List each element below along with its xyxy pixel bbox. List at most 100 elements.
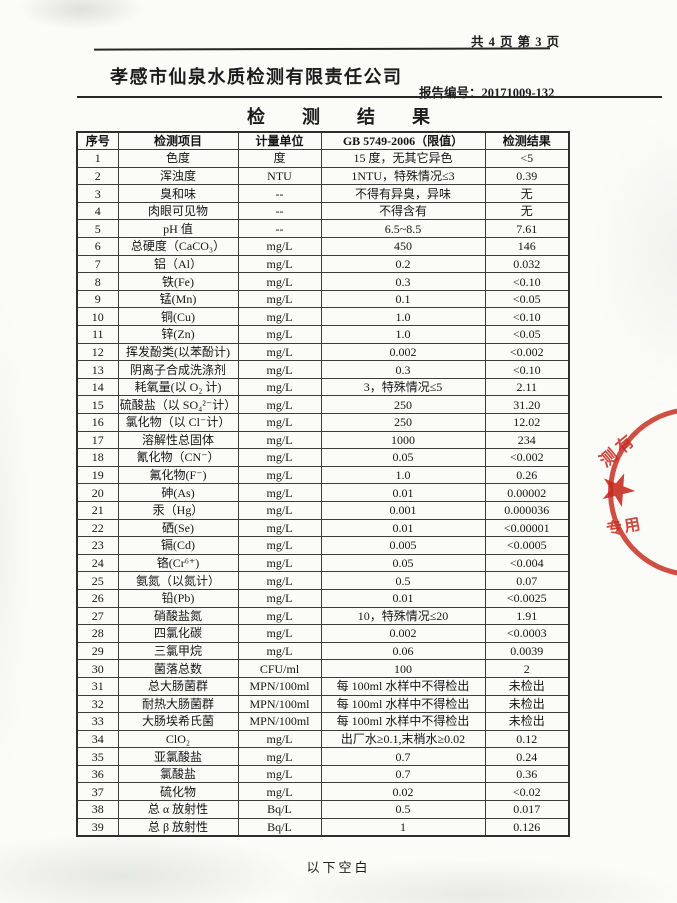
table-cell: 1 (76, 149, 119, 168)
table-cell: <0.0025 (484, 588, 570, 608)
table-cell: <0.10 (484, 272, 570, 291)
table-cell: 大肠埃希氏菌 (117, 712, 239, 731)
table-cell: mg/L (237, 465, 322, 485)
table-cell: mg/L (237, 307, 322, 327)
table-cell: -- (237, 219, 322, 239)
table-cell: 3，特殊情况≤5 (320, 377, 486, 397)
table-row: 12 挥发酚类(以苯酚计) mg/L 0.002 <0.002 (76, 342, 570, 362)
table-cell: 0.005 (320, 536, 486, 555)
table-cell: 总硬度（CaCO₃） (117, 237, 239, 256)
table-cell: 450 (320, 237, 486, 256)
table-cell: 度 (237, 149, 322, 168)
table-cell: 28 (76, 624, 119, 643)
table-cell: 250 (320, 395, 486, 414)
table-cell: 每 100ml 水样中不得检出 (320, 694, 486, 714)
table-cell: Bq/L (237, 817, 322, 837)
table-cell: 34 (76, 729, 119, 749)
table-cell: 0.24 (484, 747, 570, 766)
table-cell: 0.07 (484, 571, 570, 590)
table-row: 33 大肠埃希氏菌 MPN/100ml 每 100ml 水样中不得检出 未检出 (76, 712, 570, 731)
table-cell: 15 度，无其它异色 (320, 149, 486, 168)
table-cell: 肉眼可见物 (117, 201, 239, 221)
table-cell: 氯酸盐 (117, 764, 239, 784)
table-cell: 0.0039 (484, 641, 570, 661)
table-cell: 32 (76, 694, 119, 714)
table-cell: 不得含有 (320, 201, 486, 221)
table-cell: mg/L (237, 483, 322, 502)
table-cell: 0.000036 (484, 500, 570, 520)
table-row: 1 色度度 15 度，无其它异色 <5 (76, 149, 570, 168)
table-cell: 0.26 (484, 465, 570, 485)
table-cell: ClO₂ (117, 729, 239, 749)
table-cell: 39 (76, 817, 119, 837)
table-cell: mg/L (237, 377, 322, 397)
table-cell: 无 (484, 201, 570, 221)
table-row: 9 锰(Mn) mg/L 0.1 <0.05 (76, 289, 570, 309)
table-cell: 0.7 (320, 747, 486, 766)
table-cell: 0.002 (320, 624, 486, 643)
table-cell: 氰化物（CN⁻） (117, 448, 239, 467)
column-header: 检测项目 (117, 131, 239, 151)
table-row: 7 铝（Al） mg/L 0.2 0.032 (76, 254, 570, 274)
table-cell: <0.0005 (484, 536, 570, 555)
header-rule-mid (77, 96, 662, 98)
table-cell: 0.5 (320, 571, 486, 590)
table-cell: 三氯甲烷 (117, 641, 239, 661)
table-row: 16 氯化物（以 Cl⁻计） mg/L 250 12.02 (76, 413, 570, 432)
header-row: 序号 检测项目 计量单位 GB 5749-2006（限值） 检测结果 (76, 131, 570, 151)
column-header: GB 5749-2006（限值） (320, 131, 486, 151)
table-cell: 17 (76, 430, 119, 450)
table-cell: mg/L (237, 430, 322, 450)
table-row: 26 铅(Pb) mg/L 0.01 <0.0025 (76, 588, 570, 608)
table-row: 19 氟化物(F⁻) mg/L 1.0 0.26 (76, 465, 570, 485)
table-cell: 31 (76, 676, 119, 696)
table-row: 18 氰化物（CN⁻） mg/L 0.05 <0.002 (76, 448, 570, 467)
table-row: 5 pH 值 -- 6.5~8.5 7.61 (76, 219, 570, 239)
table-cell: <0.10 (484, 307, 570, 327)
table-cell: mg/L (237, 254, 322, 274)
table-cell: 总大肠菌群 (117, 676, 239, 696)
table-cell: mg/L (237, 764, 322, 784)
table-cell: 溶解性总固体 (117, 430, 239, 450)
table-cell: 4 (76, 201, 119, 221)
footer-note: 以下空白 (306, 860, 371, 875)
table-cell: 砷(As) (117, 483, 239, 502)
table-cell: 35 (76, 747, 119, 766)
document-title: 检 测 结 果 (246, 107, 446, 127)
table-cell: 未检出 (484, 676, 570, 696)
table-cell: -- (237, 184, 322, 203)
table-cell: 汞（Hg） (117, 500, 239, 520)
table-cell: <0.0003 (484, 624, 570, 643)
table-row: 6 总硬度（CaCO₃） mg/L 450 146 (76, 237, 570, 256)
table-cell: mg/L (237, 641, 322, 661)
table-cell: mg/L (237, 500, 322, 520)
table-cell: 总 α 放射性 (117, 800, 239, 819)
table-cell: 未检出 (484, 694, 570, 714)
table-cell: 总 β 放射性 (117, 817, 239, 837)
table-cell: 0.05 (320, 553, 486, 573)
table-cell: 每 100ml 水样中不得检出 (320, 712, 486, 731)
table-cell: 镉(Cd) (117, 536, 239, 555)
table-cell: 1 (320, 817, 486, 837)
table-cell: 100 (320, 659, 486, 678)
table-cell: 26 (76, 588, 119, 608)
table-row: 25 氨氮（以氮计） mg/L 0.5 0.07 (76, 571, 570, 590)
table-cell: 1.91 (484, 606, 570, 626)
table-cell: 1000 (320, 430, 486, 450)
table-cell: 10 (76, 307, 119, 327)
table-cell: 21 (76, 500, 119, 520)
table-cell: 0.1 (320, 289, 486, 309)
stamp-bottom-text: 专用 (605, 515, 644, 539)
table-row: 20 砷(As) mg/L 0.01 0.00002 (76, 483, 570, 502)
table-cell: <0.002 (484, 448, 570, 467)
table-cell: <0.004 (484, 553, 570, 573)
table-cell: <0.02 (484, 782, 570, 802)
results-table-head: 序号 检测项目 计量单位 GB 5749-2006（限值） 检测结果 (76, 131, 570, 151)
table-cell: 臭和味 (117, 184, 239, 203)
table-cell: 0.06 (320, 641, 486, 661)
table-cell: <0.05 (484, 325, 570, 344)
table-row: 32 耐热大肠菌群 MPN/100ml 每 100ml 水样中不得检出 未检出 (76, 694, 570, 714)
table-cell: 0.01 (320, 588, 486, 608)
table-cell: 0.3 (320, 272, 486, 291)
